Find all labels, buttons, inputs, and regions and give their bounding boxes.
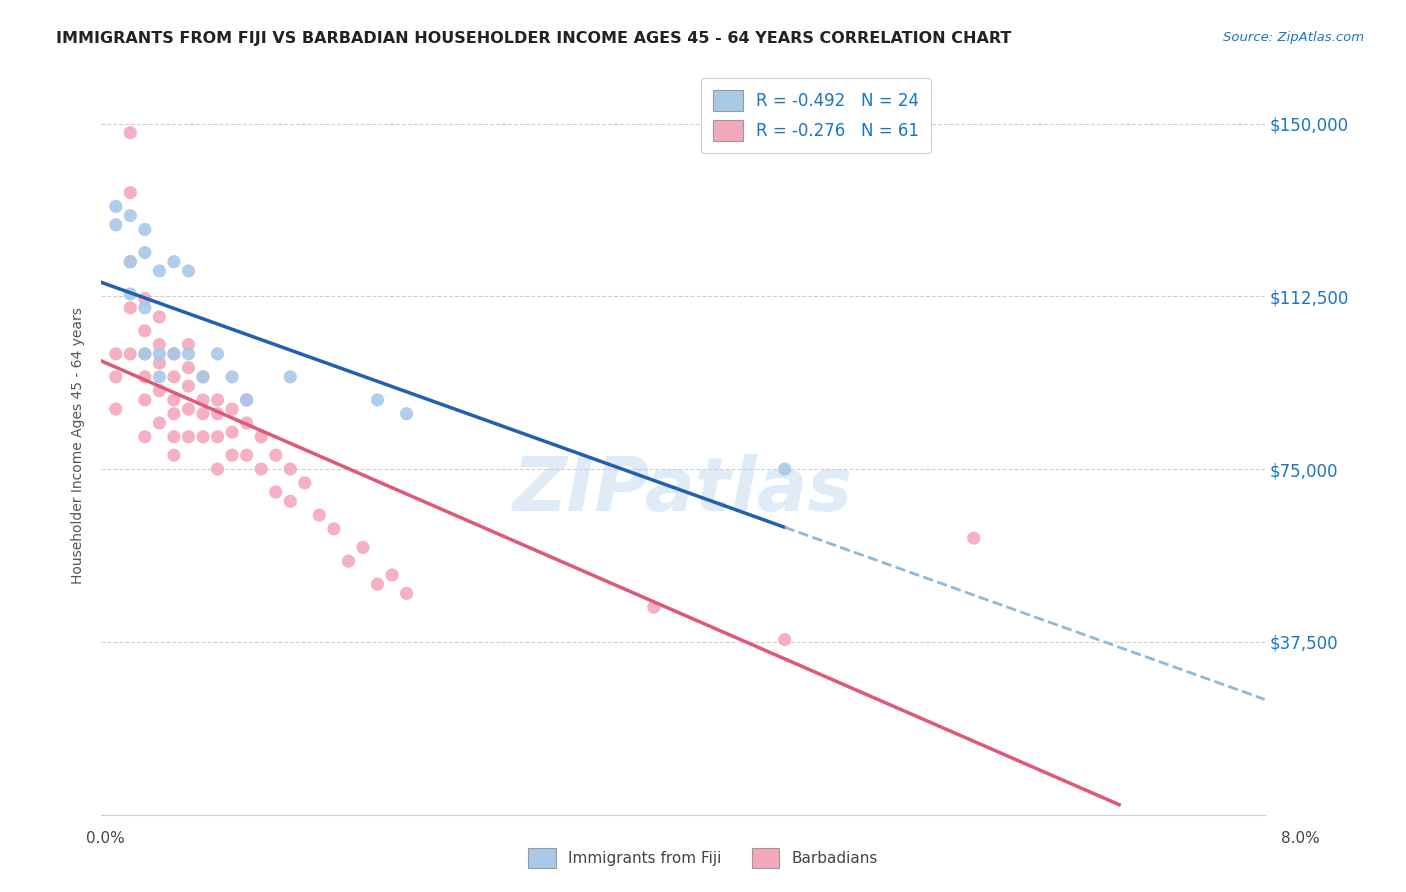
Point <box>235 448 257 462</box>
Point <box>163 392 186 407</box>
Text: Source: ZipAtlas.com: Source: ZipAtlas.com <box>1223 31 1364 45</box>
Point <box>278 494 301 508</box>
Point <box>120 254 142 268</box>
Point <box>134 347 156 361</box>
Point <box>191 370 214 384</box>
Text: 0.0%: 0.0% <box>86 831 125 846</box>
Point <box>134 245 156 260</box>
Point <box>134 292 156 306</box>
Point <box>250 430 273 444</box>
Point <box>264 448 287 462</box>
Point <box>207 430 229 444</box>
Point <box>207 347 229 361</box>
Legend: Immigrants from Fiji, Barbadians: Immigrants from Fiji, Barbadians <box>522 842 884 873</box>
Point <box>963 531 986 545</box>
Point <box>148 384 170 398</box>
Point <box>381 568 404 582</box>
Point <box>104 218 127 232</box>
Legend: R = -0.492   N = 24, R = -0.276   N = 61: R = -0.492 N = 24, R = -0.276 N = 61 <box>700 78 931 153</box>
Point <box>235 392 257 407</box>
Point <box>395 586 418 600</box>
Point <box>191 407 214 421</box>
Text: ZIPatlas: ZIPatlas <box>513 454 853 527</box>
Point <box>221 402 243 417</box>
Point <box>395 407 418 421</box>
Text: 8.0%: 8.0% <box>1281 831 1320 846</box>
Point <box>177 402 200 417</box>
Point <box>235 416 257 430</box>
Point <box>191 392 214 407</box>
Point <box>235 392 257 407</box>
Point <box>264 485 287 500</box>
Point <box>134 347 156 361</box>
Text: IMMIGRANTS FROM FIJI VS BARBADIAN HOUSEHOLDER INCOME AGES 45 - 64 YEARS CORRELAT: IMMIGRANTS FROM FIJI VS BARBADIAN HOUSEH… <box>56 31 1011 46</box>
Point <box>148 347 170 361</box>
Y-axis label: Householder Income Ages 45 - 64 years: Householder Income Ages 45 - 64 years <box>72 308 86 584</box>
Point <box>104 199 127 213</box>
Point <box>134 301 156 315</box>
Point <box>322 522 344 536</box>
Point <box>207 462 229 476</box>
Point <box>120 186 142 200</box>
Point <box>177 347 200 361</box>
Point <box>207 392 229 407</box>
Point <box>104 347 127 361</box>
Point <box>148 264 170 278</box>
Point <box>294 475 316 490</box>
Point <box>120 126 142 140</box>
Point <box>221 370 243 384</box>
Point <box>120 347 142 361</box>
Point <box>148 370 170 384</box>
Point <box>177 360 200 375</box>
Point <box>308 508 330 522</box>
Point <box>773 632 796 647</box>
Point <box>163 254 186 268</box>
Point <box>163 407 186 421</box>
Point <box>134 324 156 338</box>
Point <box>120 287 142 301</box>
Point <box>337 554 360 568</box>
Point <box>191 430 214 444</box>
Point <box>278 462 301 476</box>
Point <box>104 402 127 417</box>
Point <box>177 264 200 278</box>
Point <box>773 462 796 476</box>
Point <box>163 448 186 462</box>
Point <box>177 379 200 393</box>
Point <box>134 370 156 384</box>
Point <box>148 337 170 351</box>
Point <box>367 392 389 407</box>
Point <box>278 370 301 384</box>
Point <box>221 425 243 440</box>
Point <box>120 301 142 315</box>
Point <box>177 430 200 444</box>
Point <box>207 407 229 421</box>
Point <box>104 370 127 384</box>
Point <box>250 462 273 476</box>
Point <box>134 392 156 407</box>
Point <box>191 370 214 384</box>
Point <box>148 416 170 430</box>
Point <box>148 356 170 370</box>
Point <box>352 541 374 555</box>
Point <box>134 430 156 444</box>
Point <box>120 254 142 268</box>
Point <box>148 310 170 324</box>
Point <box>163 430 186 444</box>
Point <box>134 222 156 236</box>
Point <box>163 347 186 361</box>
Point <box>120 209 142 223</box>
Point <box>163 370 186 384</box>
Point <box>367 577 389 591</box>
Point <box>177 337 200 351</box>
Point <box>163 347 186 361</box>
Point <box>221 448 243 462</box>
Point <box>643 600 665 615</box>
